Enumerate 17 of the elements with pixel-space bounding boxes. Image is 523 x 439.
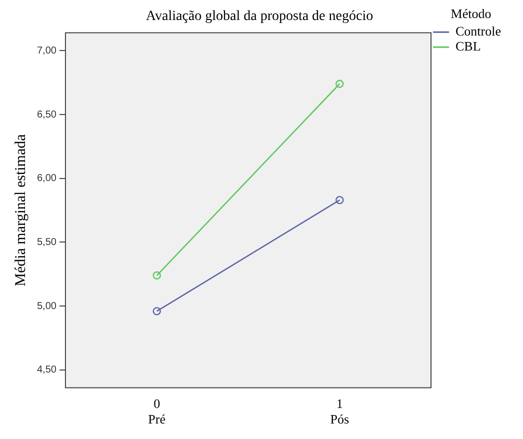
- point: [336, 80, 344, 88]
- y-tick-label: 5,00: [36, 300, 57, 312]
- y-tick-label: 5,50: [36, 236, 57, 248]
- y-tick-label: 7,00: [36, 45, 57, 56]
- x-tick-label: 0 Pré: [148, 396, 166, 427]
- point: [152, 307, 161, 316]
- point: [336, 196, 344, 204]
- y-axis-title: Média marginal estimada: [12, 134, 29, 286]
- y-tick-label: 6,50: [36, 109, 57, 120]
- point: [152, 271, 161, 280]
- x-tick-label: 1 Pós: [330, 396, 350, 427]
- y-tick-label: 4,50: [36, 364, 57, 376]
- legend-label: Controle: [456, 24, 502, 39]
- chart-title: Avaliação global da proposta de negócio: [146, 9, 374, 24]
- legend-title: Método: [450, 6, 492, 21]
- legend-label: CBL: [456, 38, 481, 54]
- y-tick-label: 6,00: [36, 173, 57, 184]
